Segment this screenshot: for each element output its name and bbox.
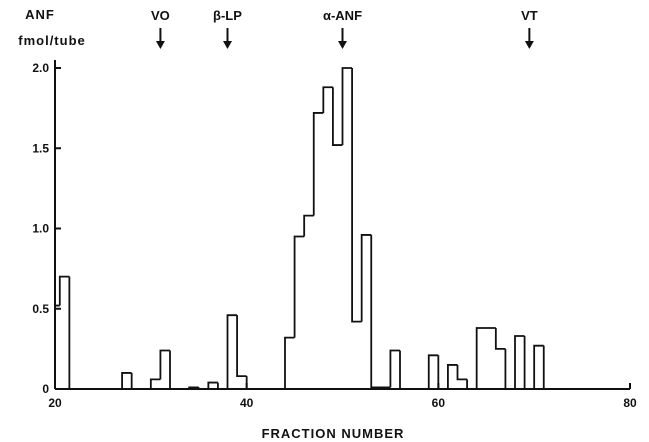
marker-label: α-ANF [323,8,362,23]
marker-arrow-head [338,41,347,49]
y-tick-label: 1.0 [32,222,49,236]
histogram-step [303,214,314,237]
marker-arrow-head [155,41,165,49]
histogram-step [58,275,70,306]
x-tick-label: 60 [432,396,446,410]
peak-marker: β-LP [213,8,242,49]
histogram-step [341,67,353,146]
y-axis-label-line2: fmol/tube [18,33,86,48]
histogram-step [284,336,295,389]
y-axis-label-line1: ANF [25,7,55,22]
histogram-step [351,68,362,323]
y-tick-label: 0.5 [32,302,49,316]
peak-marker: α-ANF [323,8,362,49]
y-tick-label: 2.0 [32,61,49,75]
y-tick-label: 0 [42,382,49,396]
histogram-step [370,234,391,389]
marker-label: VT [521,8,538,23]
histogram-step [542,345,573,390]
x-tick-label: 40 [240,396,254,410]
marker-label: VO [151,8,170,23]
histogram-step [332,87,343,146]
histogram-step [447,364,458,389]
histogram-step [504,348,515,390]
histogram-step [121,372,132,389]
data-steps [54,67,573,390]
marker-label: β-LP [213,8,242,23]
peak-markers: VO β-LP α-ANF VT [151,8,538,49]
peak-marker: VO [151,8,170,49]
histogram-step [494,328,506,350]
histogram-step [245,376,285,390]
histogram-step [456,364,468,381]
histogram-step [475,327,496,389]
y-tick-label: 1.5 [32,141,49,155]
histogram-step [169,350,190,390]
marker-arrow-head [524,41,534,49]
histogram-step [236,315,247,378]
histogram-step [389,349,400,388]
x-tick-label: 20 [48,396,62,410]
histogram-step [514,335,525,389]
x-tick-label: 80 [623,396,637,410]
histogram-step [197,387,209,390]
histogram-step [149,378,161,389]
histogram-step [130,372,151,390]
histogram-step [533,344,544,389]
histogram-step [437,355,448,390]
x-axis-label: FRACTION NUMBER [262,426,405,441]
histogram-step [188,386,199,389]
marker-arrow-head [223,41,232,49]
histogram-step [427,354,439,389]
histogram-step [523,336,535,390]
histogram-step [159,349,170,380]
histogram-step [293,235,305,338]
histogram-step [360,234,372,322]
histogram-step [322,86,333,113]
histogram-step [312,112,324,216]
histogram-step [226,314,238,389]
histogram-step [217,382,228,390]
tick-labels: 0 0.5 1.0 1.5 2.0 20 40 60 80 [32,61,637,410]
histogram-step [466,379,477,390]
peak-marker: VT [521,8,538,49]
histogram-step [68,276,123,390]
histogram-step [54,304,60,389]
histogram-step [207,381,218,389]
histogram-step [399,350,429,390]
